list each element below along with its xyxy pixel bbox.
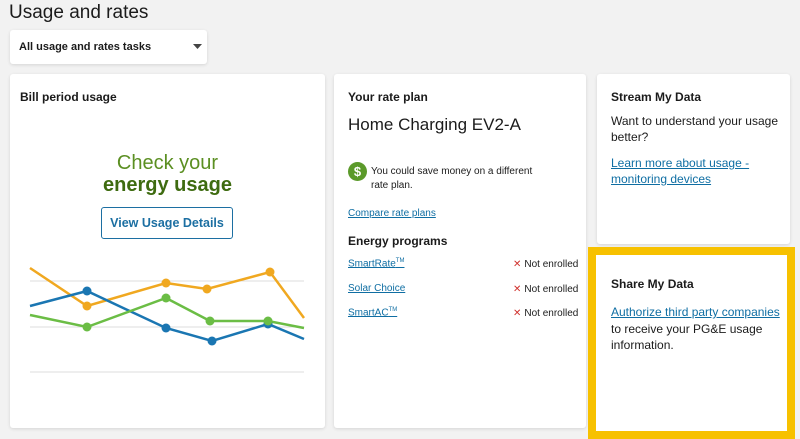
program-link[interactable]: Solar Choice [348,283,405,294]
program-status: ✕ Not enrolled [513,259,578,270]
share-link[interactable]: Authorize third party companies [611,305,780,319]
page-title: Usage and rates [9,2,149,23]
program-name: Solar Choice [348,282,406,294]
stream-card: Stream My Data Want to understand your u… [597,74,790,244]
trademark: TM [388,307,398,313]
stream-text: Want to understand your usage better? [611,114,778,144]
savings-icon: $ [348,162,367,181]
usage-button[interactable]: View Usage Details [101,207,233,239]
decorative-chart [29,266,306,373]
program-link[interactable]: SmartACTM [348,307,397,318]
status-x: ✕ [513,259,522,270]
savings-note: You could save money on a different rate… [371,166,533,191]
program-link[interactable]: SmartRateTM [348,258,404,269]
program-name: SmartRate [348,258,396,270]
status-text: Not enrolled [524,283,579,295]
promo-line: energy usage [103,174,232,196]
share-card: Share My Data Authorize third party comp… [588,247,795,439]
bill-card: Bill period usage Check your energy usag… [10,74,325,428]
share-text: to receive your PG&E usage information. [611,322,763,352]
status-text: Not enrolled [524,259,579,270]
promo-line: Check your [116,152,219,174]
card-title: Bill period usage [20,90,117,104]
status-text: Not enrolled [524,308,579,319]
dropdown-caret [193,44,202,49]
card-title: Your rate plan [348,90,428,104]
program-name: SmartAC [348,307,389,319]
task-dropdown[interactable]: All usage and rates tasks [10,30,207,64]
card-title: Stream My Data [611,90,702,104]
program-status: ✕ Not enrolled [513,308,578,319]
stream-link[interactable]: Learn more about usage - monitoring devi… [611,156,750,186]
svg-text:$: $ [354,164,362,179]
card-title: Share My Data [611,277,694,291]
status-x: ✕ [513,308,522,319]
compare-link[interactable]: Compare rate plans [348,208,436,219]
rate-plan: Home Charging EV2-A [348,115,521,134]
trademark: TM [395,258,405,264]
status-x: ✕ [513,283,522,295]
programs-title: Energy programs [348,234,448,248]
program-status: ✕ Not enrolled [513,284,578,295]
dropdown-label: All usage and rates tasks [19,41,152,53]
rate-card: Your rate plan Home Charging EV2-A $ You… [334,74,586,428]
